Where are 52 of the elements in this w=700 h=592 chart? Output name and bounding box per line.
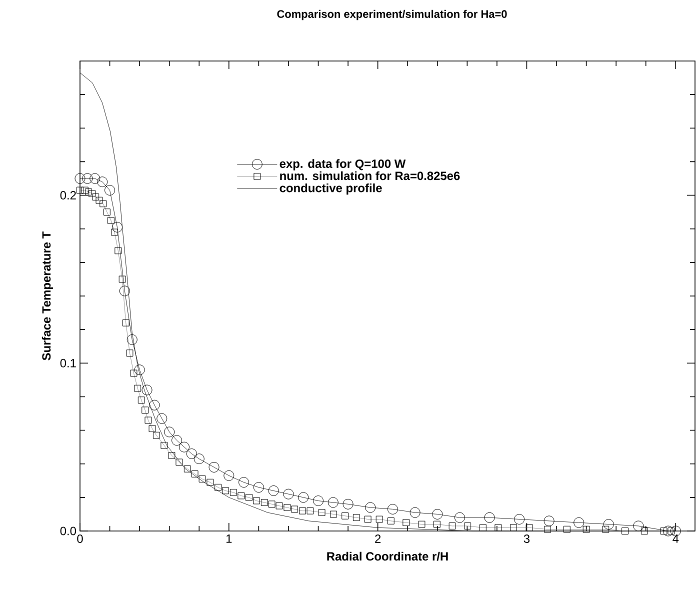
point (268, 485, 279, 496)
point (164, 426, 175, 438)
point (574, 517, 584, 528)
y-tick-label: 0.1 (60, 358, 76, 368)
point (104, 184, 116, 196)
x-tick-label: 2 (375, 534, 381, 543)
point (178, 442, 190, 452)
y-axis-title: Surface Temperature T (42, 231, 54, 360)
point (97, 176, 108, 188)
point (149, 400, 160, 410)
point (603, 519, 614, 530)
x-axis-title: Radial Coordinate r/H (327, 552, 448, 561)
point (74, 173, 86, 184)
point (432, 508, 443, 520)
point (112, 222, 122, 232)
legend-label: num. simulation for Ra=0.825e6 (280, 171, 460, 180)
point (156, 413, 168, 424)
point (238, 477, 250, 488)
point (172, 435, 182, 446)
x-tick-label: 0 (77, 534, 83, 543)
point (514, 514, 525, 524)
point (224, 470, 234, 481)
point (90, 173, 100, 184)
point (283, 488, 294, 500)
legend-label: exp. data for Q=100 W (280, 159, 406, 170)
point (194, 454, 204, 464)
point (208, 462, 220, 472)
point (313, 496, 324, 506)
point (484, 512, 495, 523)
point (633, 520, 644, 532)
point (142, 384, 152, 396)
y-tick-label: 0.0 (60, 526, 76, 536)
point (119, 286, 130, 296)
point (410, 507, 420, 518)
x-tick-label: 3 (524, 534, 530, 543)
point (454, 512, 465, 523)
point (253, 482, 264, 493)
x-tick-label: 1 (226, 534, 232, 543)
point (126, 334, 138, 345)
point (342, 498, 354, 510)
legend-label: conductive profile (280, 183, 382, 195)
point (186, 448, 197, 460)
point (365, 502, 376, 513)
point (544, 516, 554, 526)
point (328, 497, 338, 508)
point (82, 173, 93, 184)
point (298, 492, 309, 503)
chart-title: Comparison experiment/simulation for Ha=0 (277, 10, 507, 20)
y-tick-label: 0.2 (60, 191, 76, 200)
point (134, 364, 145, 376)
point (387, 504, 398, 514)
x-tick-label: 4 (672, 534, 679, 543)
